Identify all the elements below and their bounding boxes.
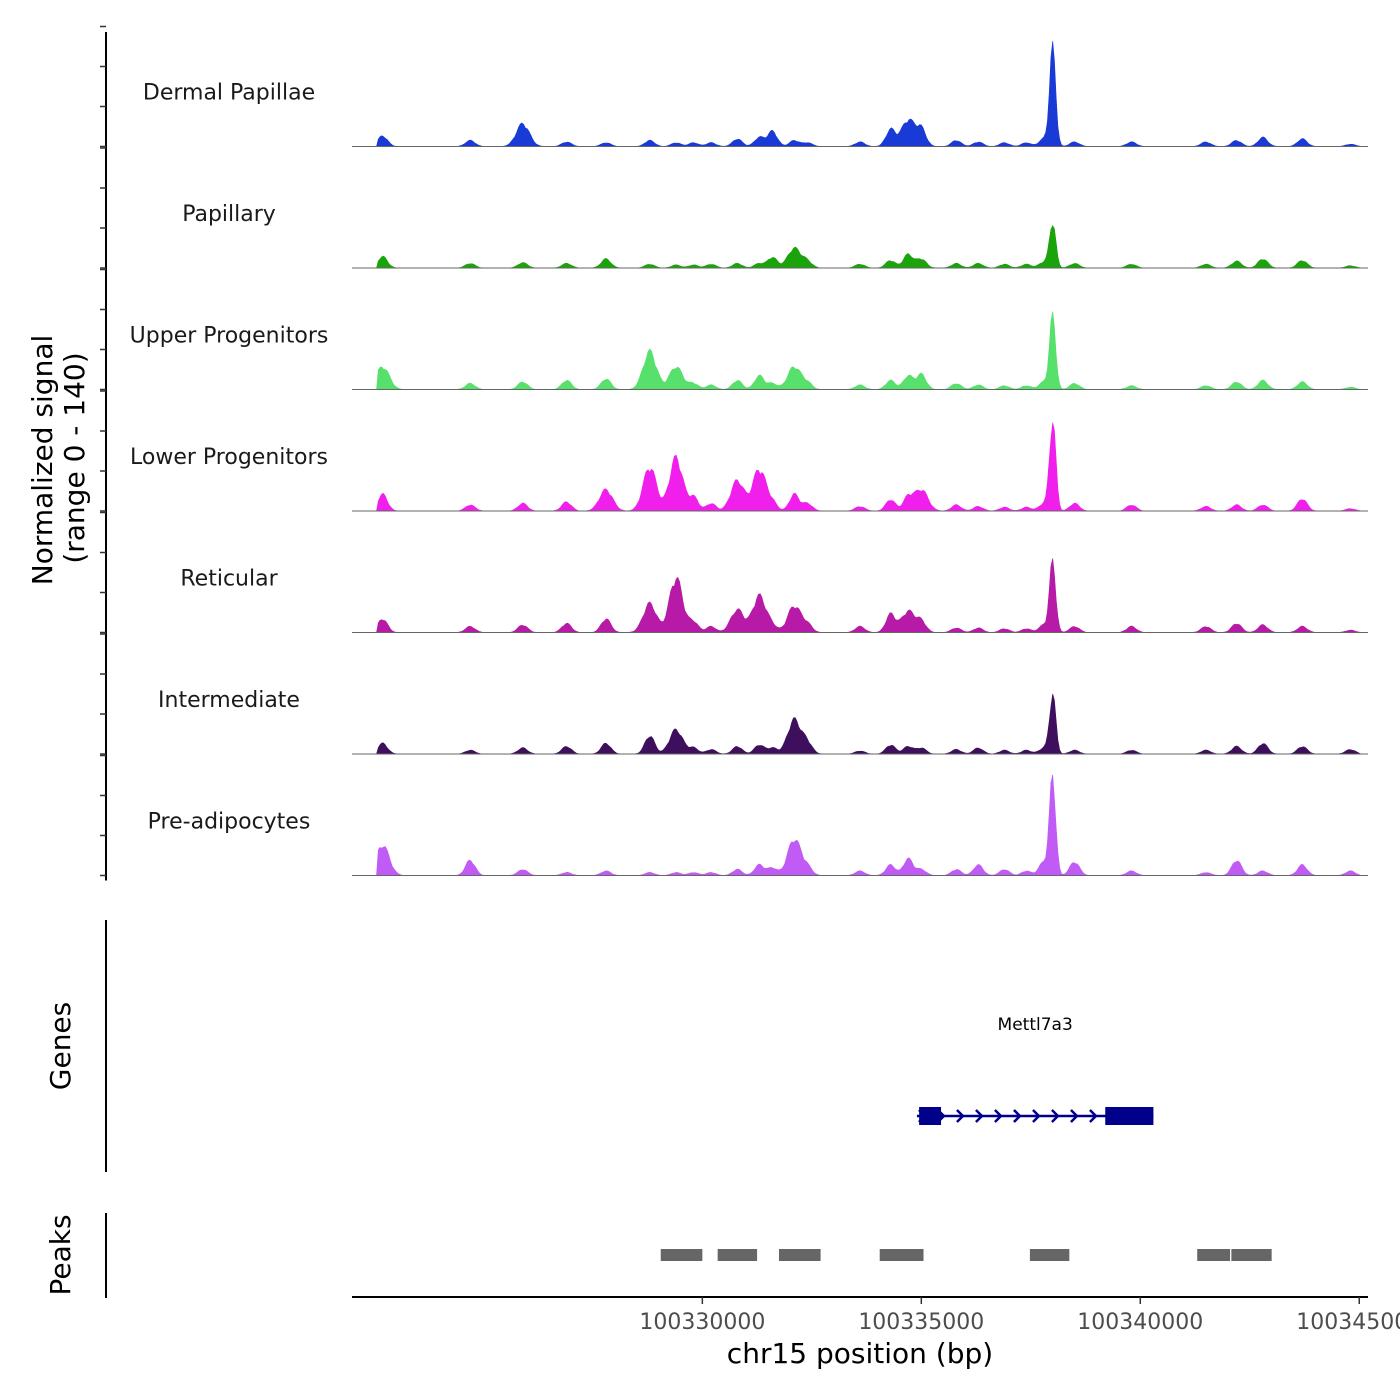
signal-area [352,41,1368,147]
strand-arrow [1013,1109,1022,1123]
peak-bar [1029,1249,1070,1261]
strand-arrow [1070,1109,1079,1123]
x-tick-label: 100335000 [858,1310,984,1335]
peak-bar [879,1249,924,1261]
signal-area [352,558,1368,633]
strand-arrow [956,1109,965,1123]
exon [919,1107,942,1125]
gene-name: Mettl7a3 [998,1015,1073,1035]
peak-bar [1231,1249,1272,1261]
track-papillary: Papillary [182,202,1368,269]
genes-track-title: Genes [44,1002,77,1090]
signal-area [352,422,1368,512]
peak-bar [1197,1249,1231,1261]
x-tick-label: 100345000 [1296,1310,1400,1335]
track-label: Dermal Papillae [143,81,315,106]
track-lower-progenitors: Lower Progenitors [130,422,1368,512]
track-label: Pre-adipocytes [148,810,311,835]
track-label: Upper Progenitors [130,324,329,349]
track-label: Lower Progenitors [130,445,328,470]
peak-bar [778,1249,821,1261]
strand-arrow [1051,1109,1060,1123]
track-intermediate: Intermediate [158,688,1368,755]
peaks-track-title: Peaks [44,1214,77,1295]
gene-mettl7a3: Mettl7a3 [916,1015,1154,1125]
strand-arrow [975,1109,984,1123]
peaks-track [105,1213,1272,1298]
x-axis: 100330000 100335000 100340000 100345000 [352,1296,1400,1335]
track-pre-adipocytes: Pre-adipocytes [148,774,1368,876]
track-label: Papillary [182,202,276,227]
y-axis-title: Normalized signal [26,335,59,586]
x-tick-label: 100340000 [1077,1310,1203,1335]
signal-area [352,311,1368,390]
y-axis-range-label: (range 0 - 140) [58,352,91,563]
signal-y-axis [100,25,107,881]
track-dermal-papillae: Dermal Papillae [143,41,1368,147]
strand-arrow [1089,1109,1098,1123]
track-upper-progenitors: Upper Progenitors [130,311,1368,390]
x-tick-label: 100330000 [639,1310,765,1335]
signal-area [352,693,1368,755]
peak-bar [660,1249,703,1261]
signal-tracks: Dermal Papillae Papillary Upper Progenitor… [130,41,1368,876]
strand-arrow [994,1109,1003,1123]
track-label: Intermediate [158,688,300,713]
x-axis-title: chr15 position (bp) [727,1337,993,1370]
strand-arrow [1032,1109,1041,1123]
exon [1105,1107,1154,1125]
peak-bar [717,1249,758,1261]
track-label: Reticular [180,567,278,592]
track-reticular: Reticular [180,558,1368,633]
signal-area [352,225,1368,269]
genes-track: Mettl7a3 [105,920,1154,1172]
signal-area [352,774,1368,876]
